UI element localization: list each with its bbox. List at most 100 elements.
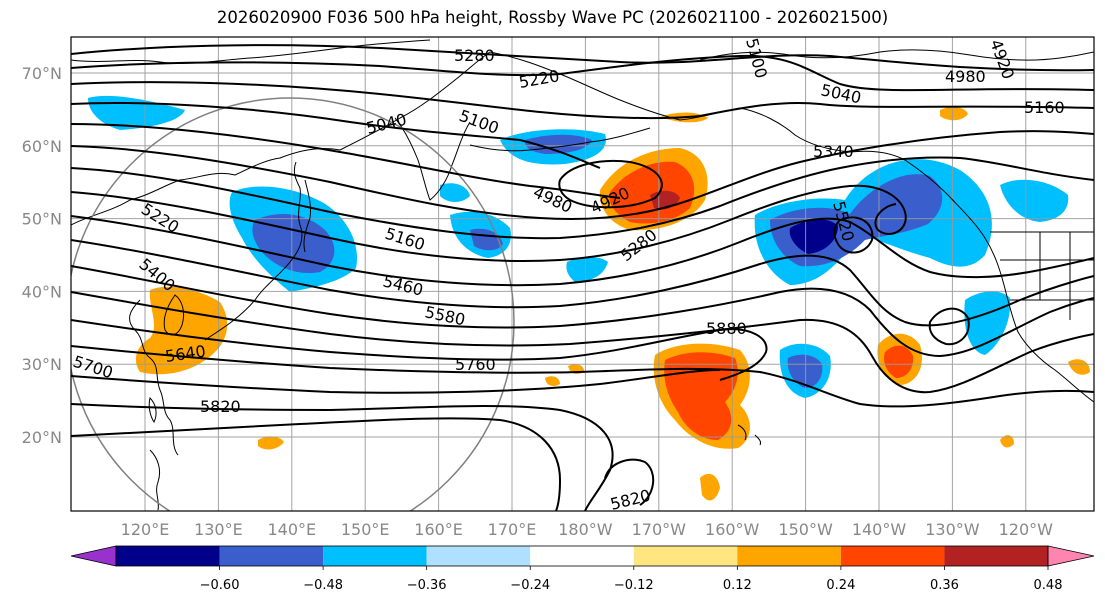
sakhalin-coastline [303, 179, 311, 253]
asia-coastline [71, 51, 491, 226]
hawaii-coastline [737, 424, 761, 446]
latitude-label: 60°N [22, 137, 62, 156]
contour-label: 5160 [1024, 98, 1065, 117]
colorbar-bin [944, 546, 1048, 566]
aleutian-coastline [469, 127, 651, 152]
map-title: 2026020900 F036 500 hPa height, Rossby W… [216, 8, 889, 27]
taiwan-coastline [148, 397, 157, 423]
height-contour [928, 307, 970, 346]
latitude-label: 20°N [22, 428, 62, 447]
contour-label: 4980 [945, 67, 986, 86]
height-contour [71, 265, 1094, 358]
positive-anomaly-region [258, 436, 284, 450]
colorbar: −0.60 −0.48 −0.36 −0.24 −0.12 0.12 0.24 0.36 0.4… [70, 545, 1095, 593]
longitude-label: 150°E [341, 520, 390, 539]
height-contour [604, 458, 655, 506]
longitude-label: 180°W [558, 520, 613, 539]
height-contour [71, 184, 907, 262]
reference-circle [71, 97, 515, 511]
negative-anomaly-region [252, 214, 335, 274]
kamchatka-coastline [394, 117, 471, 201]
height-contour [71, 291, 1094, 394]
negative-anomaly-region [566, 257, 608, 282]
colorbar-tick-label: 0.12 [723, 578, 752, 593]
colorbar-tick-label: −0.12 [614, 578, 654, 593]
us-state-borders [1000, 232, 1094, 320]
colorbar-bin [737, 546, 841, 566]
colorbar-tick-label: 0.36 [930, 578, 959, 593]
positive-anomaly-region [700, 473, 720, 501]
negative-anomaly-region [1000, 179, 1069, 222]
longitude-label: 120°W [999, 520, 1054, 539]
height-contour [71, 54, 1094, 92]
colorbar-bin [219, 546, 324, 566]
colorbar-tick-label: 0.24 [826, 578, 855, 593]
negative-anomaly-region [787, 354, 823, 388]
longitude-label: 130°W [925, 520, 980, 539]
height-contour [833, 216, 874, 254]
contour-label: 5760 [455, 355, 496, 374]
longitude-label: 170°W [632, 520, 687, 539]
longitude-label: 120°E [121, 520, 170, 539]
height-contour [71, 156, 1094, 240]
north-america-coastline [849, 150, 1094, 403]
longitude-label: 140°E [267, 520, 316, 539]
latitude-label: 40°N [22, 282, 62, 301]
colorbar-extension-low [70, 545, 117, 567]
asia-coastline [129, 299, 179, 456]
contour-label: 5820 [200, 397, 241, 416]
colorbar-bin [633, 546, 738, 566]
positive-anomaly-region [1000, 435, 1014, 448]
colorbar-extension-high [1047, 545, 1095, 567]
longitude-label: 160°E [414, 520, 463, 539]
longitude-labels: 120°E 130°E 140°E 150°E 160°E 170°E 180°W 170°W… [121, 520, 1053, 539]
latitude-label: 30°N [22, 355, 62, 374]
positive-anomaly-region [135, 286, 228, 375]
colorbar-bin [426, 546, 531, 566]
contour-label: 5340 [813, 142, 854, 161]
height-contour [71, 81, 1094, 120]
positive-anomaly-region [884, 345, 914, 378]
latitude-labels: 70°N 60°N 50°N 40°N 30°N 20°N [22, 64, 62, 447]
height-contours [71, 44, 1094, 511]
philippines-coastline [149, 449, 161, 511]
negative-anomaly-region [964, 291, 1011, 355]
arctic-coastline [699, 49, 1094, 61]
colorbar-tick-label: −0.60 [200, 578, 240, 593]
colorbar-tick-label: 0.48 [1034, 578, 1063, 593]
contour-label: 5280 [454, 46, 495, 65]
height-contour [71, 369, 721, 394]
colorbar-bin [530, 546, 634, 566]
height-contour [71, 319, 768, 381]
negative-anomaly-region [789, 219, 838, 254]
colorbar-outline [115, 545, 1049, 567]
colorbar-bin [116, 546, 220, 566]
longitude-label: 170°E [488, 520, 537, 539]
latitude-label: 70°N [22, 64, 62, 83]
height-contour [71, 345, 1094, 408]
height-contour [558, 159, 663, 209]
positive-anomaly-region [609, 161, 695, 224]
height-contour [71, 130, 1094, 221]
positive-anomaly-region [545, 376, 560, 386]
positive-anomaly-region [940, 106, 968, 121]
height-contour [71, 123, 621, 199]
colorbar-tick-label: −0.48 [303, 578, 343, 593]
longitude-label: 150°W [778, 520, 833, 539]
height-contour [71, 417, 562, 511]
colorbar-bin [840, 546, 945, 566]
map-frame [70, 36, 1095, 512]
contour-label: 5880 [706, 319, 747, 338]
coastlines [71, 39, 1094, 511]
colorbar-bin [323, 546, 427, 566]
latitude-label: 50°N [22, 210, 62, 229]
colorbar-tick-label: −0.36 [407, 578, 447, 593]
positive-anomaly-region [664, 352, 738, 440]
positive-anomaly-region [1068, 359, 1090, 375]
colorbar-tick-label: −0.24 [510, 578, 550, 593]
longitude-label: 160°W [705, 520, 760, 539]
japan-coastline [204, 161, 303, 341]
height-contour [71, 44, 1094, 72]
longitude-label: 130°E [194, 520, 243, 539]
